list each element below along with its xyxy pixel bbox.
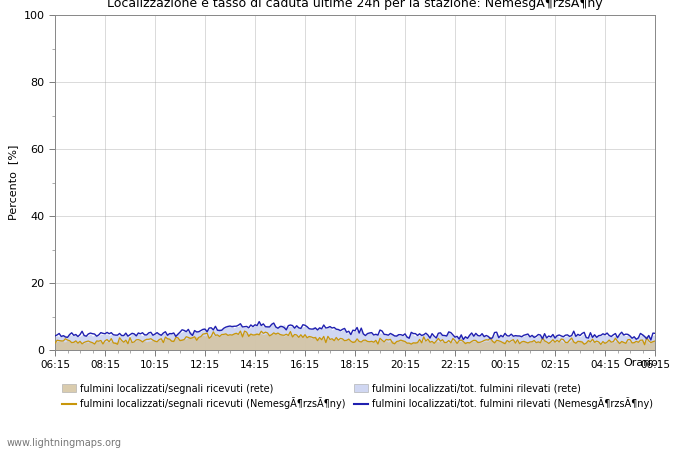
Text: www.lightningmaps.org: www.lightningmaps.org [7, 438, 122, 448]
Legend: fulmini localizzati/segnali ricevuti (rete), fulmini localizzati/segnali ricevut: fulmini localizzati/segnali ricevuti (re… [60, 382, 655, 411]
Text: Orario: Orario [623, 358, 658, 368]
Y-axis label: Percento  [%]: Percento [%] [8, 145, 18, 220]
Title: Localizzazione e tasso di caduta ultime 24h per la stazione: NemesgÃ¶rzsÃ¶ny: Localizzazione e tasso di caduta ultime … [107, 0, 603, 9]
